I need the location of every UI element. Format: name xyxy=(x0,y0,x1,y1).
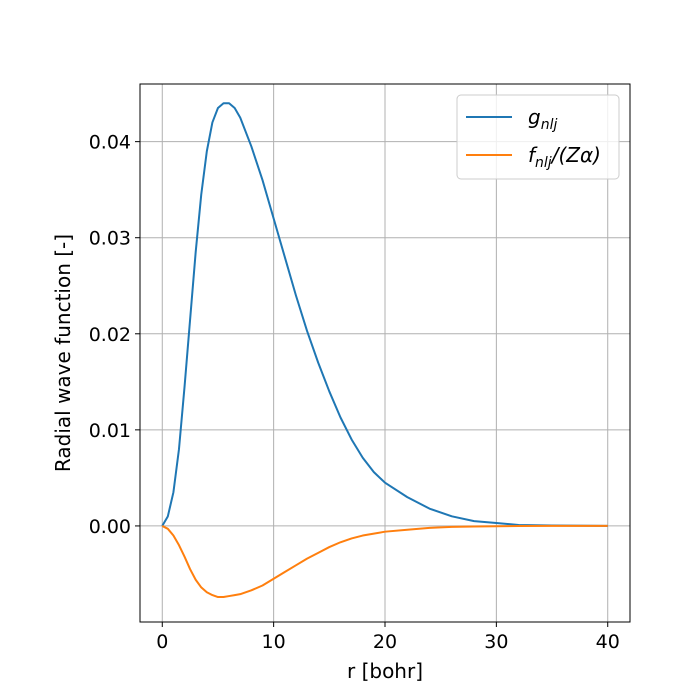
x-tick-label: 0 xyxy=(156,631,168,653)
y-axis-label: Radial wave function [-] xyxy=(51,234,75,472)
legend-f-main: f xyxy=(528,143,538,167)
y-tick-label: 0.01 xyxy=(89,420,131,442)
x-tick-label: 10 xyxy=(262,631,286,653)
series-line-1 xyxy=(161,524,608,599)
y-tick-label: 0.03 xyxy=(89,228,131,250)
legend-g-sub: nlj xyxy=(541,117,558,133)
legend-f-suffix: /(Zα) xyxy=(550,143,601,167)
legend-g-main: g xyxy=(528,105,541,129)
series-layer xyxy=(161,102,608,599)
x-tick-label: 30 xyxy=(484,631,508,653)
x-tick-label: 20 xyxy=(373,631,397,653)
x-tick-label: 40 xyxy=(596,631,620,653)
y-tick-label: 0.04 xyxy=(89,132,131,154)
legend-entry-f: fnlj/(Zα) xyxy=(528,143,601,171)
series-line-0 xyxy=(161,102,608,527)
y-tick-label: 0.00 xyxy=(89,516,131,538)
legend-entry-g: gnlj xyxy=(528,105,557,133)
x-axis-label: r [bohr] xyxy=(347,659,423,683)
y-tick-label: 0.02 xyxy=(89,324,131,346)
legend: gnlj fnlj/(Zα) xyxy=(456,94,620,180)
x-axis-ticks: 0 10 20 30 40 xyxy=(156,622,620,653)
y-axis-ticks: 0.00 0.01 0.02 0.03 0.04 xyxy=(89,132,140,538)
legend-f-sub: nlj xyxy=(535,155,552,171)
